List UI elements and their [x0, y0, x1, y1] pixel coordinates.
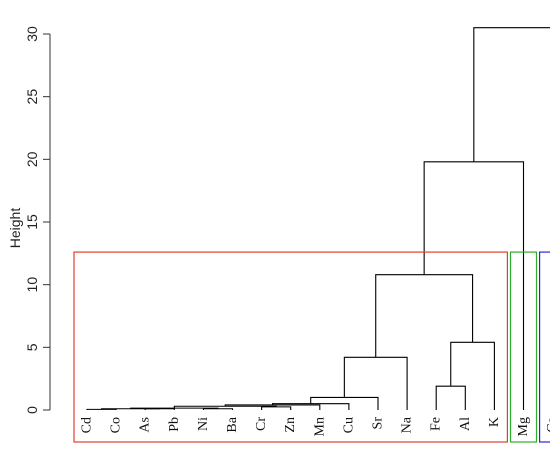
- merge-link-4: [130, 407, 219, 409]
- cluster-box-1: [73, 251, 508, 443]
- leaf-label-cu: Cu: [341, 417, 356, 433]
- leaf-label-zn: Zn: [283, 417, 298, 433]
- merge-link-13: [375, 274, 474, 358]
- cluster-boxes: [73, 251, 550, 443]
- leaf-label-cr: Cr: [254, 417, 269, 431]
- merge-link-14: [423, 161, 525, 410]
- y-tick-label: 10: [24, 277, 40, 293]
- merge-link-5: [261, 406, 292, 410]
- leaf-label-cd: Cd: [80, 417, 95, 433]
- dendrogram-tree: [86, 27, 550, 410]
- leaf-label-ba: Ba: [225, 416, 240, 432]
- merge-link-2: [101, 408, 160, 410]
- y-tick-label: 30: [24, 26, 40, 42]
- y-tick-label: 15: [24, 214, 40, 230]
- merge-link-15: [473, 27, 550, 162]
- leaf-label-na: Na: [400, 416, 415, 433]
- y-tick-label: 25: [24, 89, 40, 105]
- leaf-label-mn: Mn: [312, 417, 327, 436]
- cluster-box-2: [509, 251, 538, 443]
- leaf-label-al: Al: [458, 417, 473, 431]
- leaf-labels: Cd Co As Pb Ni Ba Cr Zn Mn Cu Sr Na Fe Al K Mg Ca: [80, 416, 550, 436]
- merge-link-10: [343, 356, 408, 410]
- y-axis-title: Height: [7, 208, 23, 249]
- leaf-label-fe: Fe: [429, 417, 444, 431]
- merge-link-11: [435, 385, 466, 410]
- y-tick-label: 0: [24, 406, 40, 414]
- leaf-label-co: Co: [109, 417, 124, 433]
- leaf-label-mg: Mg: [516, 417, 531, 436]
- y-tick-label: 5: [24, 343, 40, 351]
- merge-link-12: [450, 341, 495, 410]
- leaf-label-pb: Pb: [167, 417, 182, 432]
- leaf-label-as: As: [138, 417, 153, 433]
- leaf-label-sr: Sr: [371, 417, 386, 430]
- leaf-label-ca: Ca: [545, 416, 550, 432]
- merge-link-0: [86, 408, 117, 410]
- y-tick-label: 20: [24, 151, 40, 167]
- cluster-box-3: [538, 251, 550, 443]
- merge-link-3: [202, 408, 234, 410]
- leaf-label-k: K: [487, 417, 502, 427]
- leaf-label-ni: Ni: [196, 417, 211, 431]
- y-axis: 0 5 10 15 20 25 30: [24, 26, 51, 414]
